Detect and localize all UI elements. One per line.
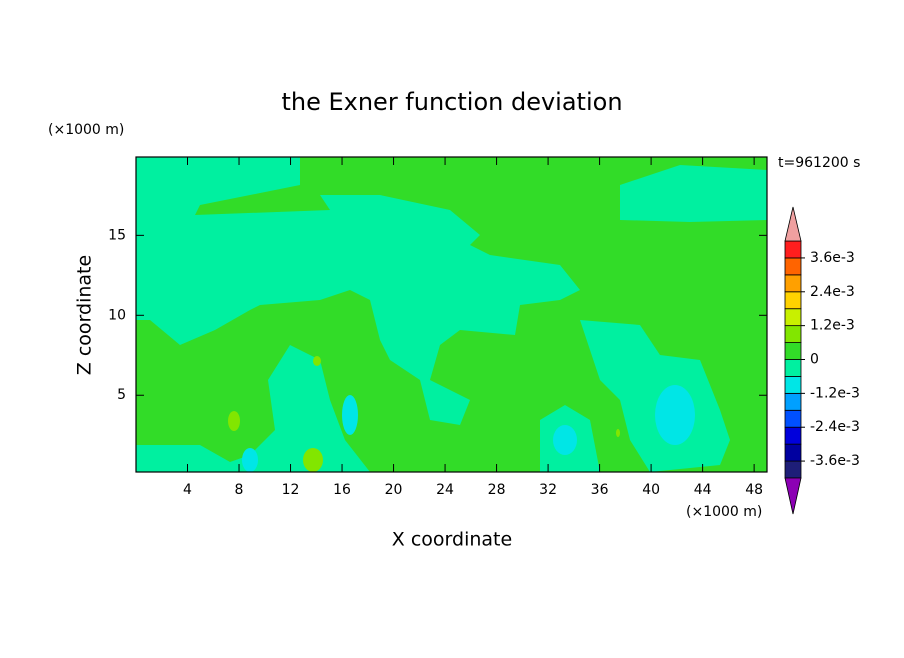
x-tick-label: 40: [642, 482, 660, 498]
x-tick-label: 48: [745, 482, 763, 498]
colorbar-box: [784, 392, 802, 411]
x-tick-label: 4: [183, 482, 192, 498]
y-tick-label: 5: [117, 387, 126, 403]
x-tick-label: 32: [539, 482, 557, 498]
colorbar-box: [784, 460, 802, 479]
contour-region: [342, 395, 358, 435]
contour-region: [620, 165, 767, 222]
contour-region: [655, 385, 695, 445]
colorbar-tick-label: -3.6e-3: [810, 453, 860, 469]
contour-region: [136, 157, 580, 425]
x-tick-label: 20: [385, 482, 403, 498]
x-tick-label: 24: [436, 482, 454, 498]
colorbar-box: [784, 342, 802, 360]
colorbar-box: [784, 443, 802, 462]
y-tick-label: 15: [108, 227, 126, 243]
colorbar-box: [784, 291, 802, 310]
contour-region: [553, 425, 577, 455]
contour-region: [242, 448, 258, 472]
contour-region: [616, 429, 620, 437]
colorbar-box: [784, 274, 802, 293]
contour-region: [228, 411, 240, 431]
colorbar-over: [784, 206, 802, 242]
y-unit: (×1000 m): [48, 122, 124, 138]
time-label: t=961200 s: [778, 155, 860, 171]
x-tick-label: 28: [488, 482, 506, 498]
colorbar-box: [784, 308, 802, 327]
colorbar-tick-label: 1.2e-3: [810, 318, 855, 334]
colorbar-box: [784, 325, 802, 343]
y-tick-label: 10: [108, 307, 126, 323]
x-tick-label: 36: [591, 482, 609, 498]
y-axis-label: Z coordinate: [74, 255, 96, 375]
x-axis-label: X coordinate: [392, 529, 512, 551]
contour-region: [303, 448, 323, 472]
colorbar-tick-label: 2.4e-3: [810, 284, 855, 300]
colorbar-tick-label: -2.4e-3: [810, 419, 860, 435]
colorbar-tick-label: -1.2e-3: [810, 385, 860, 401]
colorbar-under: [784, 477, 802, 515]
x-tick-label: 44: [694, 482, 712, 498]
contour-region: [313, 356, 321, 366]
colorbar-tick-label: 0: [810, 352, 819, 368]
x-tick-label: 12: [282, 482, 300, 498]
plot-frame: [135, 156, 768, 473]
colorbar-box: [784, 409, 802, 428]
colorbar-box: [784, 240, 802, 259]
colorbar-box: [784, 426, 802, 445]
colorbar-box: [784, 359, 802, 377]
colorbar-tick-label: 3.6e-3: [810, 250, 855, 266]
colorbar-box: [784, 376, 802, 394]
contour-region: [136, 345, 370, 472]
contour-field: [136, 157, 767, 472]
x-tick-label: 8: [235, 482, 244, 498]
colorbar-box: [784, 257, 802, 276]
chart-title: the Exner function deviation: [281, 88, 622, 116]
contour-region: [580, 320, 730, 472]
x-unit: (×1000 m): [686, 504, 762, 520]
x-tick-label: 16: [333, 482, 351, 498]
